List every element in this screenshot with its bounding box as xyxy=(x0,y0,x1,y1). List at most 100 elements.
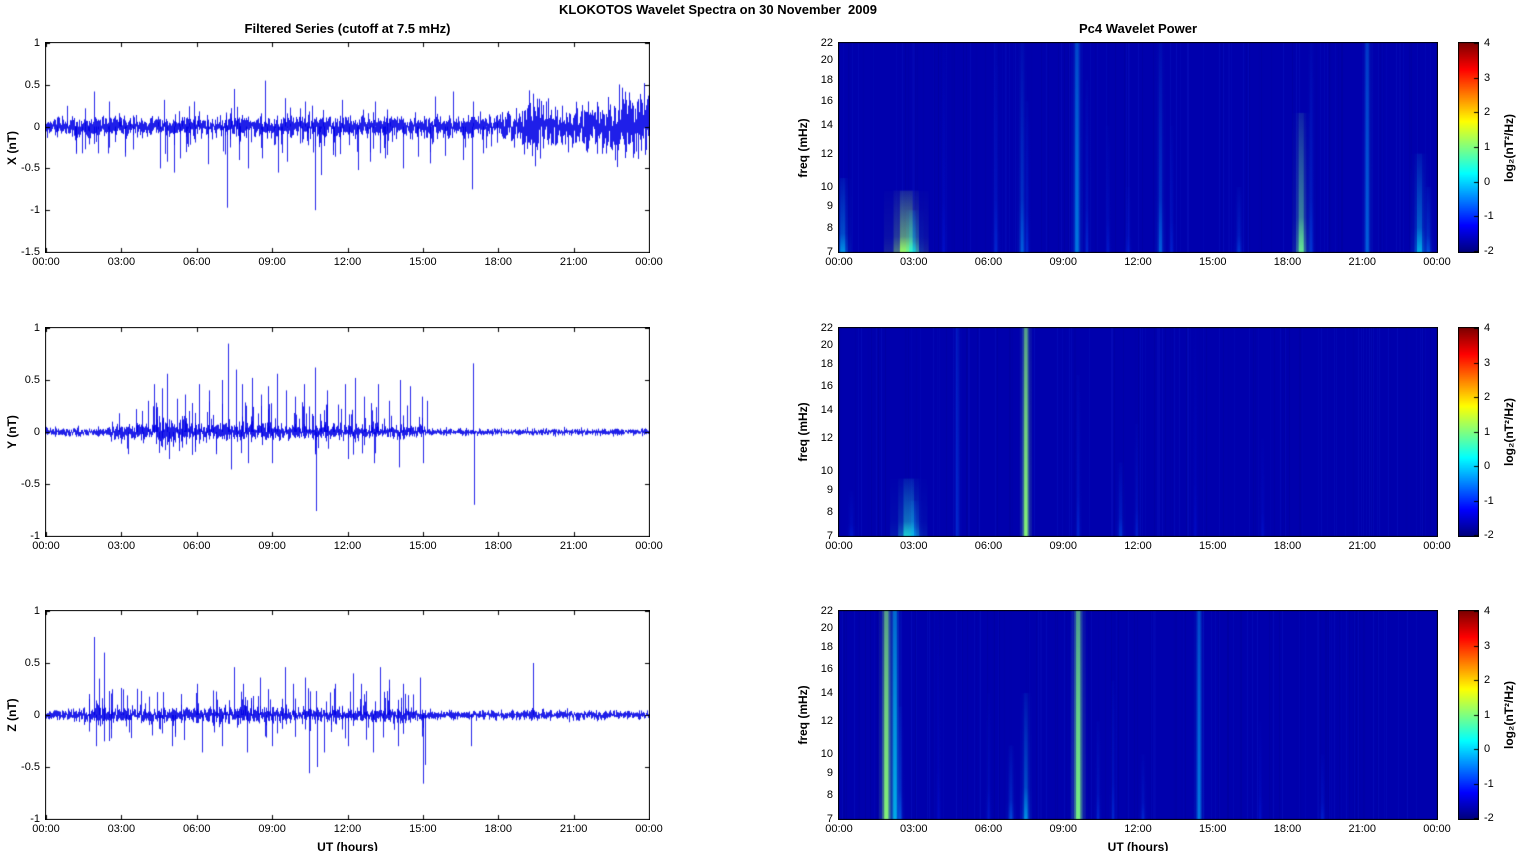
colorbar-tick-label: 4 xyxy=(1484,605,1491,617)
x-series-plot xyxy=(45,42,650,253)
z-series-ytick-label: 0.5 xyxy=(24,657,40,669)
colorbar-tick-label: -1 xyxy=(1484,777,1494,790)
y-series-xtick-label: 06:00 xyxy=(182,540,211,552)
y-series-ytick-label: -0.5 xyxy=(21,478,40,490)
colorbar-tick-label: 4 xyxy=(1484,322,1491,334)
x-series-ytick-label: 0.5 xyxy=(24,78,40,91)
z-wavelet-power-ytick-label: 20 xyxy=(820,622,833,635)
z-series-ytick-label: 1 xyxy=(33,605,40,617)
z-wavelet-power-ytick-label: 18 xyxy=(820,641,833,654)
z-wavelet-power-ytick-label: 7 xyxy=(826,813,833,825)
y-wavelet-power-ytick-label: 7 xyxy=(826,530,833,542)
colorbar-tick-label: 1 xyxy=(1484,708,1491,721)
z-series-xtick-label: 15:00 xyxy=(409,823,437,835)
colorbar-tick-label: 0 xyxy=(1484,743,1491,755)
z-wavelet-power-ytick-label: 8 xyxy=(826,788,833,801)
x-wavelet-power-ylabel: freq (mHz) xyxy=(796,117,810,178)
z-series-xtick-label: 00:00 xyxy=(635,823,663,835)
x-series-ytick-label: 1 xyxy=(33,37,40,49)
x-wavelet-power-xtick-label: 12:00 xyxy=(1124,256,1152,268)
z-wavelet-power-xtick-label: 15:00 xyxy=(1198,823,1227,835)
x-wavelet-power-ytick-label: 8 xyxy=(826,221,833,234)
x-wavelet-power-xtick-label: 00:00 xyxy=(1423,256,1451,268)
left-column-title: Filtered Series (cutoff at 7.5 mHz) xyxy=(244,21,451,36)
z-wavelet-power-ytick-label: 22 xyxy=(820,605,833,617)
figure-title: KLOKOTOS Wavelet Spectra on 30 November … xyxy=(559,2,877,17)
y-wavelet-power-xtick-label: 15:00 xyxy=(1198,540,1227,552)
colorbar-label: log₂(nT²/Hz) xyxy=(1502,398,1516,466)
x-series-ytick-label: -1.5 xyxy=(21,246,40,258)
x-wavelet-power-xtick-label: 18:00 xyxy=(1273,256,1302,268)
colorbar-2 xyxy=(1458,610,1479,820)
right-column-title: Pc4 Wavelet Power xyxy=(1078,21,1197,36)
z-series-xtick-label: 21:00 xyxy=(559,823,588,835)
x-series-xtick-label: 06:00 xyxy=(182,256,211,268)
colorbar-tick-label: 1 xyxy=(1484,141,1491,153)
colorbar-tick-label: -2 xyxy=(1484,245,1494,257)
z-wavelet-power-ylabel: freq (mHz) xyxy=(796,685,810,745)
z-wavelet-power-ytick-label: 9 xyxy=(826,767,833,780)
z-series-ylabel: Z (nT) xyxy=(5,698,19,732)
y-wavelet-power-xtick-label: 21:00 xyxy=(1348,540,1377,552)
y-series-xtick-label: 03:00 xyxy=(107,540,136,552)
z-wavelet-power-plot xyxy=(838,610,1438,820)
x-wavelet-power-xtick-label: 06:00 xyxy=(974,256,1003,268)
z-wavelet-power-xtick-label: 00:00 xyxy=(1423,823,1451,835)
y-wavelet-power-xtick-label: 09:00 xyxy=(1049,540,1078,552)
colorbar-tick-label: -2 xyxy=(1484,529,1494,541)
y-series-plot xyxy=(45,327,650,537)
colorbar-tick-label: 4 xyxy=(1484,37,1491,49)
left-x-axis-label: UT (hours) xyxy=(317,840,378,851)
y-wavelet-power-ytick-label: 10 xyxy=(820,465,833,478)
z-wavelet-power-ytick-label: 16 xyxy=(820,662,833,675)
x-series-xtick-label: 21:00 xyxy=(559,256,588,268)
x-wavelet-power-ytick-label: 9 xyxy=(826,200,833,213)
y-series-xtick-label: 21:00 xyxy=(559,540,588,552)
x-wavelet-power-xtick-label: 00:00 xyxy=(825,256,853,268)
x-wavelet-power-ytick-label: 22 xyxy=(820,37,833,49)
x-series-xtick-label: 00:00 xyxy=(635,256,663,268)
colorbar-label: log₂(nT²/Hz) xyxy=(1502,681,1516,749)
z-wavelet-power-ytick-label: 10 xyxy=(820,748,833,761)
colorbar-tick-label: -1 xyxy=(1484,494,1494,507)
z-series-plot xyxy=(45,610,650,820)
colorbar-tick-label: 2 xyxy=(1484,106,1491,119)
y-wavelet-power-plot xyxy=(838,327,1438,537)
x-wavelet-power-ytick-label: 12 xyxy=(820,147,833,160)
z-series-xtick-label: 00:00 xyxy=(32,823,60,835)
z-series-xtick-label: 12:00 xyxy=(333,823,362,835)
y-wavelet-power-ytick-label: 16 xyxy=(820,379,833,392)
colorbar-0 xyxy=(1458,42,1479,253)
z-series-xtick-label: 09:00 xyxy=(258,823,286,835)
y-series-ylabel: Y (nT) xyxy=(5,415,19,449)
x-wavelet-power-ytick-label: 7 xyxy=(826,246,833,258)
z-series-ytick-label: -0.5 xyxy=(21,761,40,773)
right-x-axis-label: UT (hours) xyxy=(1107,840,1169,851)
x-series-xtick-label: 09:00 xyxy=(258,256,286,268)
colorbar-1 xyxy=(1458,327,1479,537)
y-wavelet-power-ytick-label: 8 xyxy=(826,505,833,518)
colorbar-tick-label: 2 xyxy=(1484,674,1491,686)
x-series-ytick-label: -0.5 xyxy=(21,162,40,175)
y-wavelet-power-ytick-label: 22 xyxy=(820,322,833,334)
y-wavelet-power-xtick-label: 18:00 xyxy=(1273,540,1302,552)
x-series-ylabel: X (nT) xyxy=(5,130,19,165)
y-series-ytick-label: 0 xyxy=(33,426,40,438)
z-wavelet-power-xtick-label: 09:00 xyxy=(1049,823,1078,835)
y-wavelet-power-ytick-label: 20 xyxy=(820,339,833,352)
z-wavelet-power-xtick-label: 06:00 xyxy=(974,823,1003,835)
z-wavelet-power-xtick-label: 21:00 xyxy=(1348,823,1377,835)
y-series-xtick-label: 18:00 xyxy=(484,540,513,552)
z-wavelet-power-xtick-label: 12:00 xyxy=(1124,823,1152,835)
colorbar-tick-label: -2 xyxy=(1484,812,1494,824)
x-series-xtick-label: 15:00 xyxy=(409,256,437,268)
x-series-xtick-label: 00:00 xyxy=(32,256,60,268)
z-series-xtick-label: 18:00 xyxy=(484,823,513,835)
x-wavelet-power-ytick-label: 14 xyxy=(820,119,833,132)
y-series-xtick-label: 09:00 xyxy=(258,540,286,552)
z-wavelet-power-xtick-label: 00:00 xyxy=(825,823,853,835)
colorbar-tick-label: 3 xyxy=(1484,71,1491,84)
y-series-xtick-label: 00:00 xyxy=(635,540,663,552)
x-series-ytick-label: 0 xyxy=(33,120,40,133)
